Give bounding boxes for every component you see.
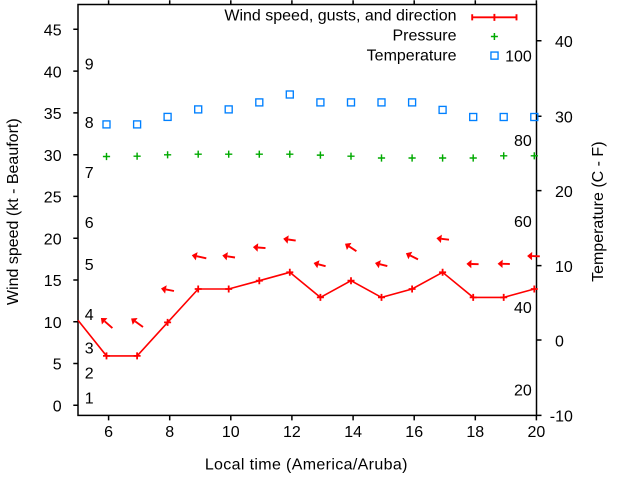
svg-text:14: 14: [344, 424, 362, 441]
svg-text:80: 80: [514, 133, 532, 150]
svg-text:20: 20: [555, 184, 573, 201]
svg-text:20: 20: [514, 382, 532, 399]
svg-text:3: 3: [85, 341, 94, 358]
svg-text:0: 0: [53, 399, 62, 416]
svg-text:1: 1: [85, 391, 94, 408]
svg-text:4: 4: [85, 307, 94, 324]
svg-text:-10: -10: [550, 409, 573, 426]
svg-text:15: 15: [44, 273, 62, 290]
svg-text:Wind speed (kt - Beaufort): Wind speed (kt - Beaufort): [5, 118, 22, 305]
svg-text:0: 0: [555, 333, 564, 350]
svg-text:35: 35: [44, 106, 62, 123]
svg-text:40: 40: [44, 64, 62, 81]
svg-text:20: 20: [44, 231, 62, 248]
svg-text:10: 10: [44, 315, 62, 332]
svg-text:100: 100: [505, 49, 532, 66]
svg-text:40: 40: [514, 300, 532, 317]
svg-text:20: 20: [528, 424, 546, 441]
svg-text:8: 8: [85, 115, 94, 132]
svg-text:25: 25: [44, 190, 62, 207]
svg-text:7: 7: [85, 165, 94, 182]
svg-text:Local time (America/Aruba): Local time (America/Aruba): [205, 456, 408, 473]
svg-text:2: 2: [85, 366, 94, 383]
svg-text:6: 6: [85, 215, 94, 232]
svg-text:8: 8: [165, 424, 174, 441]
svg-text:Wind speed, gusts, and directi: Wind speed, gusts, and direction: [224, 8, 456, 25]
svg-text:30: 30: [555, 110, 573, 127]
svg-text:60: 60: [514, 214, 532, 231]
svg-text:6: 6: [104, 424, 113, 441]
svg-text:Temperature (C - F): Temperature (C - F): [590, 141, 607, 281]
svg-text:12: 12: [283, 424, 301, 441]
svg-text:40: 40: [555, 34, 573, 51]
svg-text:10: 10: [555, 259, 573, 276]
svg-text:10: 10: [222, 424, 240, 441]
svg-text:18: 18: [466, 424, 484, 441]
svg-text:Temperature: Temperature: [367, 48, 457, 65]
svg-text:5: 5: [85, 257, 94, 274]
svg-text:16: 16: [405, 424, 423, 441]
svg-text:45: 45: [44, 23, 62, 40]
svg-text:5: 5: [53, 357, 62, 374]
svg-text:Pressure: Pressure: [392, 28, 456, 45]
svg-text:9: 9: [85, 56, 94, 73]
svg-text:30: 30: [44, 148, 62, 165]
